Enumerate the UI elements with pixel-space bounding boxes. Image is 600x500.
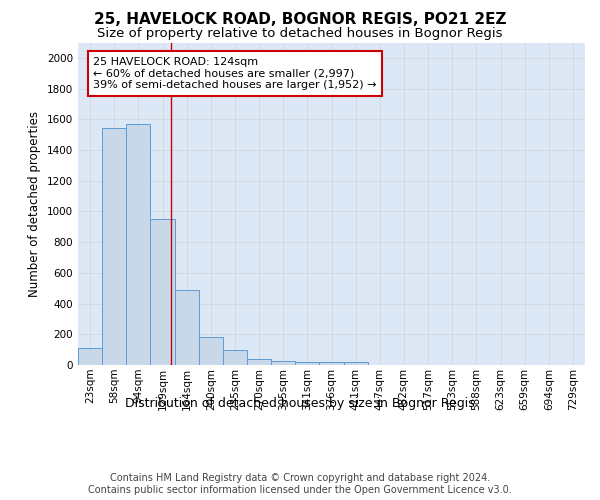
Text: Distribution of detached houses by size in Bognor Regis: Distribution of detached houses by size … <box>125 398 475 410</box>
Bar <box>247 359 271 365</box>
Text: Contains HM Land Registry data © Crown copyright and database right 2024.
Contai: Contains HM Land Registry data © Crown c… <box>88 474 512 495</box>
Bar <box>223 350 247 365</box>
Bar <box>151 219 175 365</box>
Bar <box>295 362 319 365</box>
Text: 25 HAVELOCK ROAD: 124sqm
← 60% of detached houses are smaller (2,997)
39% of sem: 25 HAVELOCK ROAD: 124sqm ← 60% of detach… <box>93 57 377 90</box>
Bar <box>78 348 102 365</box>
Bar <box>102 128 126 365</box>
Bar <box>126 124 151 365</box>
Y-axis label: Number of detached properties: Number of detached properties <box>28 111 41 296</box>
Text: Size of property relative to detached houses in Bognor Regis: Size of property relative to detached ho… <box>97 28 503 40</box>
Bar <box>271 360 295 365</box>
Text: 25, HAVELOCK ROAD, BOGNOR REGIS, PO21 2EZ: 25, HAVELOCK ROAD, BOGNOR REGIS, PO21 2E… <box>94 12 506 28</box>
Bar <box>319 362 344 365</box>
Bar <box>199 336 223 365</box>
Bar <box>344 362 368 365</box>
Bar <box>175 290 199 365</box>
